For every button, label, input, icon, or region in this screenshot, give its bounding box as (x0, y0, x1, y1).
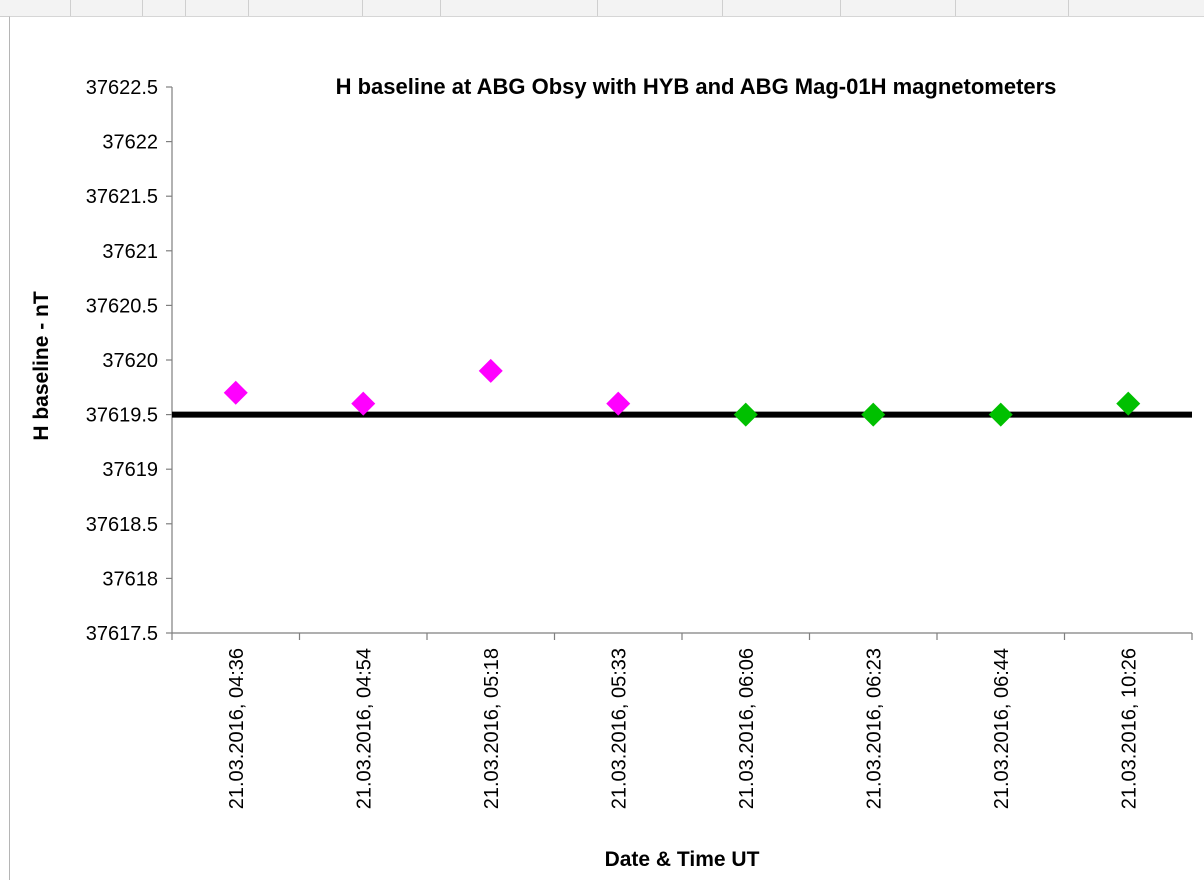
data-point (861, 402, 886, 427)
x-tick-label: 21.03.2016, 06:23 (863, 648, 885, 809)
y-tick-label: 37617.5 (86, 623, 158, 645)
x-tick-label: 21.03.2016, 06:06 (736, 648, 758, 809)
strip-divider (70, 0, 71, 16)
strip-divider (248, 0, 249, 16)
data-point (988, 402, 1013, 427)
y-tick-label: 37620 (102, 350, 158, 372)
y-tick-label: 37618.5 (86, 514, 158, 536)
strip-divider (597, 0, 598, 16)
strip-divider (840, 0, 841, 16)
chart-area (9, 16, 1204, 880)
y-tick-label: 37618 (102, 568, 158, 590)
y-tick-label: 37619.5 (86, 405, 158, 427)
x-tick-label: 21.03.2016, 10:26 (1118, 648, 1140, 809)
data-point (1116, 391, 1141, 416)
data-point (478, 358, 503, 383)
x-tick-label: 21.03.2016, 05:33 (608, 648, 630, 809)
x-tick-label: 21.03.2016, 04:54 (353, 648, 375, 809)
strip-divider (362, 0, 363, 16)
x-tick-label: 21.03.2016, 06:44 (991, 648, 1013, 809)
x-tick-label: 21.03.2016, 04:36 (226, 648, 248, 809)
strip-divider (955, 0, 956, 16)
strip-divider (440, 0, 441, 16)
y-tick-label: 37620.5 (86, 295, 158, 317)
x-axis-title: Date & Time UT (605, 848, 760, 871)
data-point (733, 402, 758, 427)
strip-divider (142, 0, 143, 16)
data-point (351, 391, 376, 416)
strip-divider (722, 0, 723, 16)
strip-divider (185, 0, 186, 16)
y-tick-label: 37619 (102, 459, 158, 481)
y-axis-title: H baseline - nT (30, 291, 53, 441)
data-point (223, 380, 248, 405)
y-tick-label: 37622 (102, 132, 158, 154)
y-tick-label: 37622.5 (86, 77, 158, 99)
chart-title: H baseline at ABG Obsy with HYB and ABG … (336, 74, 1057, 99)
strip-divider (1068, 0, 1069, 16)
data-point (606, 391, 631, 416)
y-tick-label: 37621.5 (86, 186, 158, 208)
x-tick-label: 21.03.2016, 05:18 (481, 648, 503, 809)
y-tick-label: 37621 (102, 241, 158, 263)
